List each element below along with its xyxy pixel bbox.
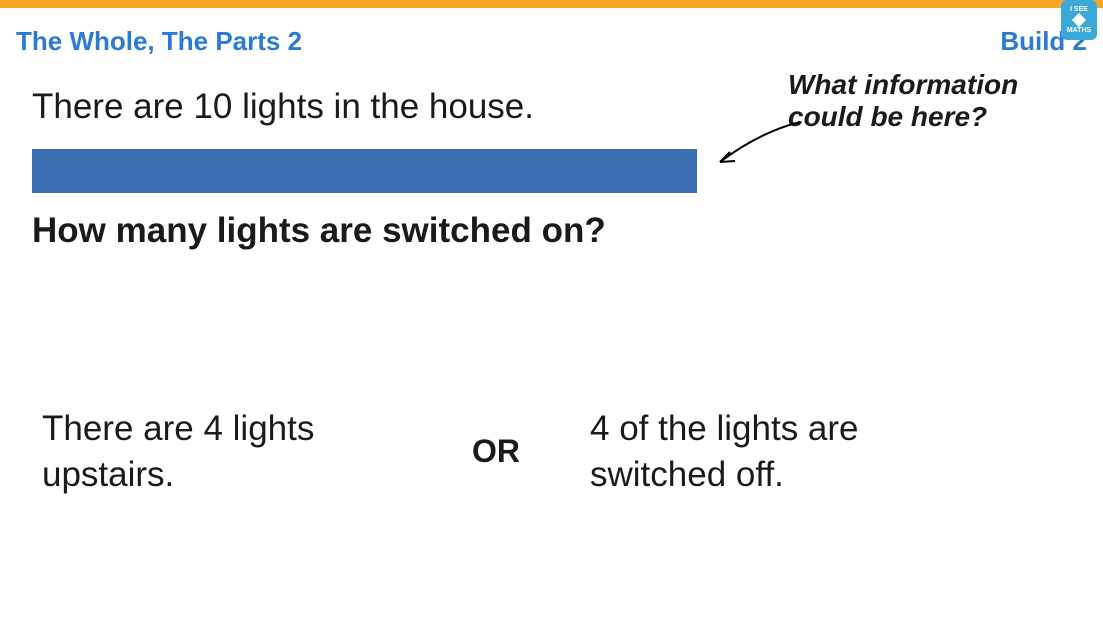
annotation-text: What information could be here?: [788, 69, 1068, 133]
logo-badge: I SEE MATHS: [1061, 0, 1097, 40]
problem-question: How many lights are switched on?: [32, 211, 1071, 251]
logo-text-bottom: MATHS: [1067, 27, 1091, 34]
slide-title: The Whole, The Parts 2: [16, 26, 302, 57]
or-separator: OR: [472, 433, 520, 470]
header-row: The Whole, The Parts 2 Build 2: [0, 8, 1103, 57]
option-left: There are 4 lights upstairs.: [42, 406, 442, 497]
option-right: 4 of the lights are switched off.: [590, 406, 990, 497]
arrow-icon: [710, 117, 805, 172]
hidden-info-bar: [32, 149, 697, 193]
main-content: There are 10 lights in the house. How ma…: [0, 57, 1103, 497]
logo-diamond-icon: [1072, 13, 1086, 27]
top-accent-bar: [0, 0, 1103, 8]
options-row: There are 4 lights upstairs. OR 4 of the…: [32, 406, 1071, 497]
